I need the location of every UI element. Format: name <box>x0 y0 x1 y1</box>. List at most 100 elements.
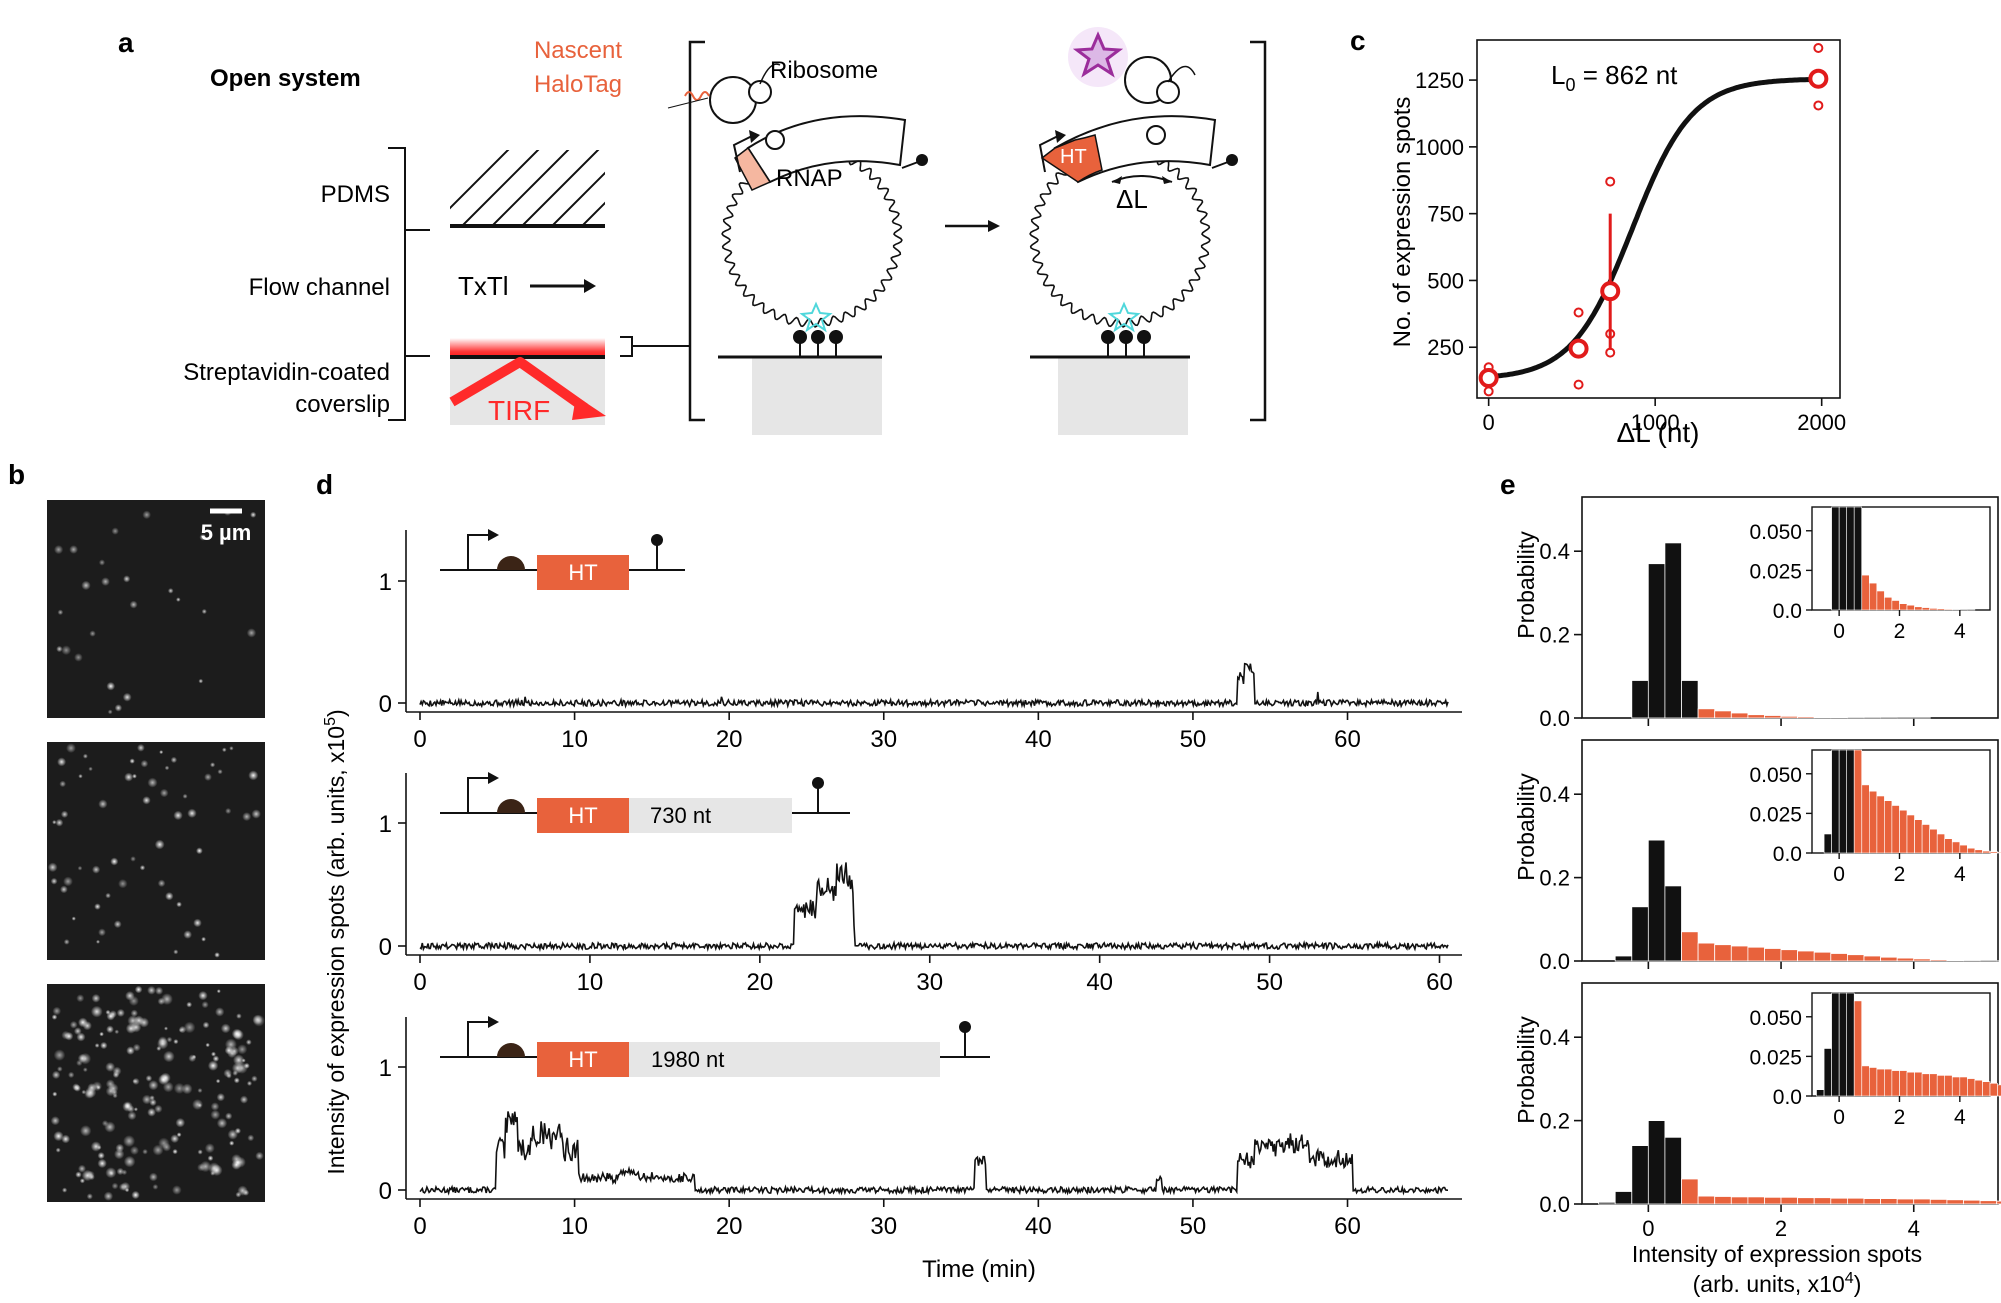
inset-bar <box>1861 784 1870 854</box>
inset-bar <box>1884 596 1893 611</box>
histogram-bar <box>1747 946 1765 962</box>
fluorescent-spot <box>68 1071 75 1079</box>
fluorescent-spot <box>52 1091 58 1097</box>
histogram-bar <box>1963 960 1981 962</box>
inset-bar <box>1921 824 1930 854</box>
fluorescent-spot <box>55 1147 61 1153</box>
histogram-bar <box>1681 680 1699 719</box>
fluorescent-spot <box>98 928 106 937</box>
fluorescent-spot <box>246 628 257 638</box>
fluorescent-spot <box>106 1025 114 1034</box>
histogram-bar <box>1697 1195 1716 1205</box>
histogram-bar <box>1714 944 1732 962</box>
surface-zoom-bracket <box>620 336 633 357</box>
fluorescent-spot <box>164 1026 168 1031</box>
x-tick-label: 2000 <box>1797 410 1846 435</box>
fluorescent-spot <box>210 1164 223 1176</box>
histogram-bar <box>1681 1178 1699 1205</box>
fluorescent-spot <box>109 1171 114 1176</box>
inset-bar <box>1929 1073 1938 1097</box>
fluorescent-spot <box>127 1111 137 1121</box>
fluorescent-spot <box>142 510 151 520</box>
fluorescent-spot <box>166 1036 173 1043</box>
inset-bar <box>1876 590 1885 611</box>
fluorescent-spot <box>76 1032 86 1042</box>
x-tick-label: 60 <box>1334 726 1361 753</box>
plot-c-frame <box>1476 39 1841 399</box>
inset-bar <box>1982 850 1991 854</box>
fluorescent-spot <box>170 756 178 764</box>
fluorescent-spot <box>210 762 216 768</box>
inset-bar <box>1989 1083 1998 1097</box>
panel-e-letter: e <box>1500 469 1516 500</box>
fluorescent-spot <box>145 1075 153 1082</box>
histogram-bar <box>1780 1196 1799 1205</box>
inset-bar <box>1989 851 1998 854</box>
inset-bar <box>1816 1089 1825 1097</box>
fluorescent-spot <box>134 985 143 994</box>
fluorescent-spot <box>81 580 91 591</box>
ht-label: HT <box>568 803 597 828</box>
fluorescent-spot <box>173 949 179 955</box>
fluorescent-spot <box>92 865 101 874</box>
fluorescent-spot <box>159 750 164 755</box>
fluorescent-spot <box>160 1072 171 1084</box>
histogram-bar <box>1813 951 1832 962</box>
x-tick-label: 0 <box>413 726 426 753</box>
fluorescent-spot <box>227 1048 237 1059</box>
trace-1-axes: 010 10 20 30 40 50 60 <box>379 530 1462 753</box>
inset-bar <box>1967 847 1976 854</box>
fluorescent-spot <box>241 1058 246 1063</box>
ribosome-small-subunit <box>1156 80 1180 104</box>
fluorescent-spot <box>222 747 227 753</box>
inset-bar <box>1967 1078 1976 1097</box>
rnap-label: RNAP <box>776 165 843 192</box>
y-tick-label: 1 <box>379 1055 392 1082</box>
x-tick-label: 0 <box>413 1213 426 1240</box>
fluorescent-spot <box>154 839 165 850</box>
fluorescent-spot <box>75 1171 82 1178</box>
fluorescent-spot <box>125 991 135 1001</box>
fluorescent-spot <box>124 772 134 782</box>
pdms-hatch <box>450 150 605 228</box>
fluorescent-spot <box>78 1164 86 1173</box>
coverslip-label-2: coverslip <box>295 391 390 418</box>
inset-bar <box>1861 574 1870 611</box>
fluorescent-spot <box>229 746 234 751</box>
fluorescent-spot <box>98 799 108 809</box>
fluorescent-spot <box>77 865 83 871</box>
fluorescent-spot <box>201 936 207 942</box>
y-tick-label: 1250 <box>1415 68 1464 93</box>
inset-bar <box>1921 1073 1930 1097</box>
histogram-bar <box>1847 1197 1865 1205</box>
inset-bar <box>1952 1076 1961 1097</box>
inset-y-tick-label: 0.025 <box>1749 560 1802 583</box>
fluorescent-spot <box>204 773 212 781</box>
fluorescent-spot <box>61 645 72 656</box>
inset-bar <box>1838 992 1847 1097</box>
histogram-bar <box>1764 1196 1782 1205</box>
fluorescent-spot <box>88 766 93 772</box>
fluorescent-spot <box>170 1134 180 1144</box>
micrograph-1-spots <box>54 508 257 715</box>
histogram-bar <box>1913 1198 1931 1205</box>
fluorescent-spot <box>53 1049 66 1061</box>
fluorescent-spot <box>52 1006 62 1016</box>
fluorescent-spot <box>250 511 257 518</box>
fluorescent-spot <box>247 1134 255 1142</box>
inset-bar <box>1884 1068 1893 1097</box>
histogram-bar <box>1598 1201 1616 1205</box>
mrna-strand <box>1167 65 1196 83</box>
panel-d-letter: d <box>316 469 333 500</box>
inset-bar <box>1906 604 1915 611</box>
promoter-arrow-head <box>1055 130 1066 143</box>
promoter-arrow-head <box>749 130 760 143</box>
fluorescent-spot <box>96 1085 101 1090</box>
trace-3-axes: 010 10 20 30 40 50 60 <box>379 1017 1462 1240</box>
fluorescent-spot <box>237 1044 248 1055</box>
intensity-trace-2 <box>419 862 1449 953</box>
terminator-icon <box>651 534 663 546</box>
txtl-label: TxTl <box>458 271 509 301</box>
y-tick-label: 750 <box>1427 202 1464 227</box>
